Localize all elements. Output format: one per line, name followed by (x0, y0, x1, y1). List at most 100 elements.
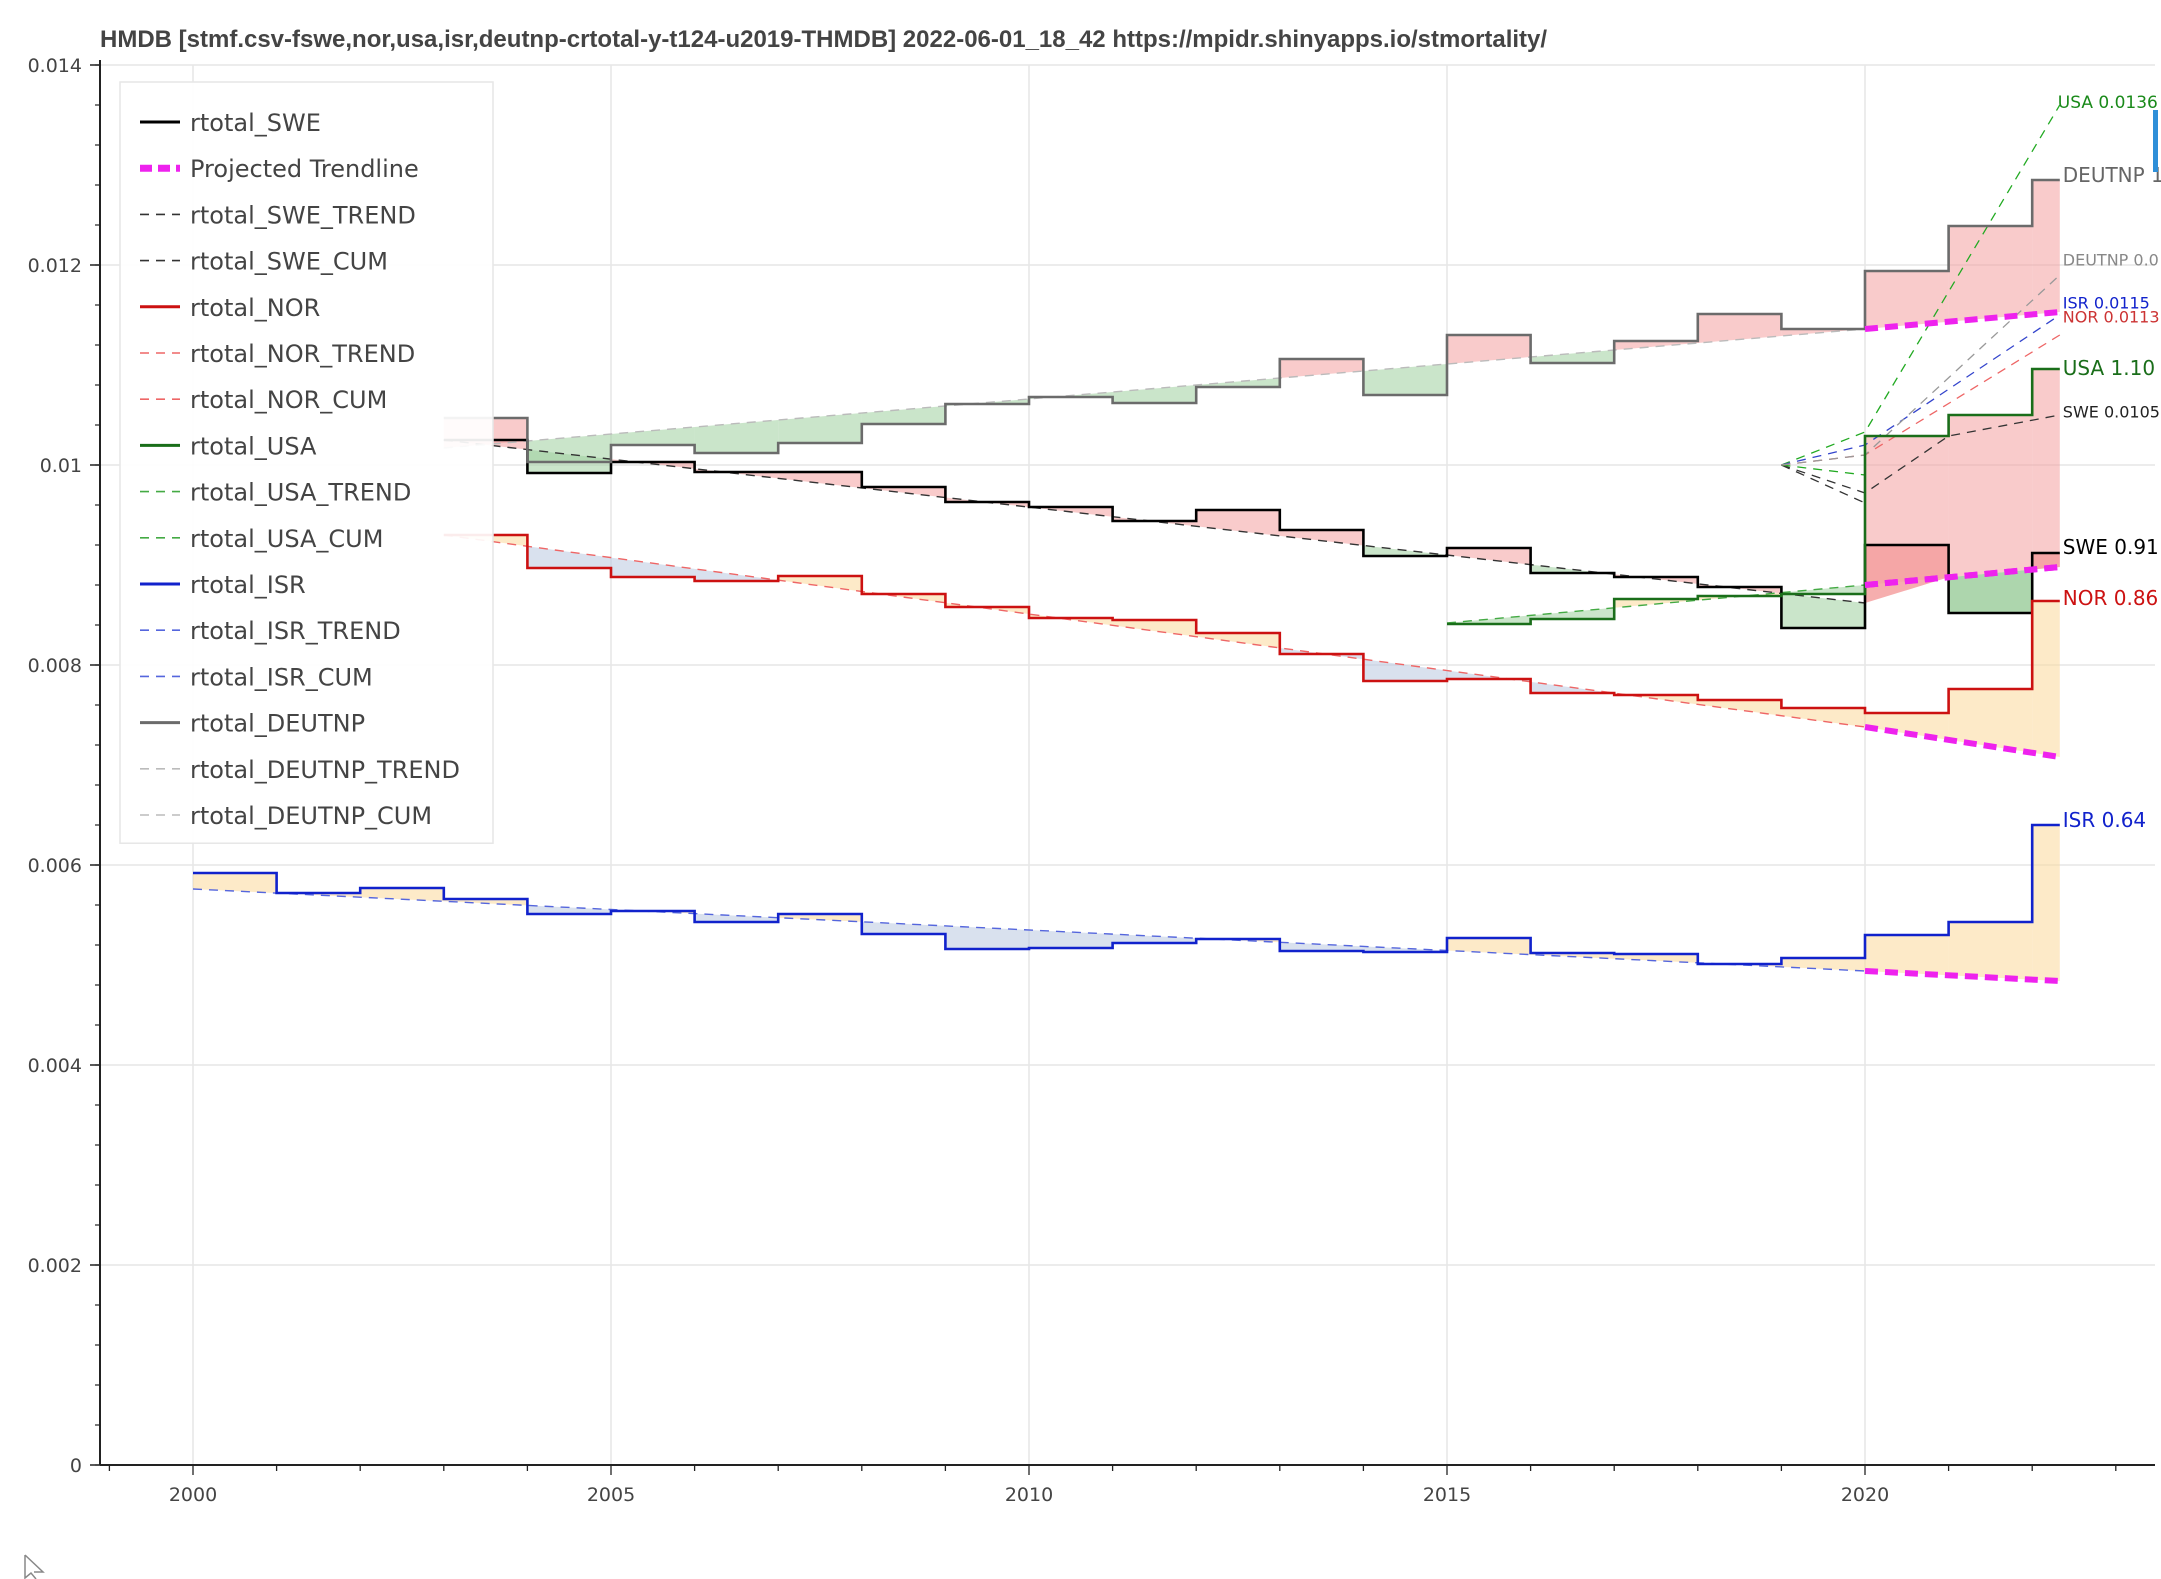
legend-item: rtotal_NOR (190, 294, 320, 322)
legend-item: rtotal_ISR (190, 571, 306, 599)
projected-trendline-DEUTNP (1864, 309, 2061, 332)
fill-ISR (1530, 953, 1615, 959)
annotation-label: ISR 0.0115 (2063, 294, 2150, 313)
fill-NOR (2032, 601, 2060, 757)
projected-trendline-NOR (1864, 724, 2061, 760)
x-tick-label: 2000 (169, 1484, 217, 1506)
fill-DEUTNP (1697, 314, 1782, 343)
fill-DEUTNP (861, 406, 946, 424)
series-line-DEUTNP (443, 178, 2060, 464)
x-tick-label: 2015 (1423, 1484, 1471, 1506)
fill-SWE (1447, 548, 1531, 565)
fill-USA (1948, 415, 2033, 578)
legend-item: rtotal_SWE_CUM (190, 248, 388, 276)
projected-trendline-ISR (1864, 968, 2060, 984)
fill-ISR (945, 925, 1029, 949)
fill-ISR (1781, 958, 1865, 971)
fill-USA (1530, 607, 1615, 619)
annotation-label: NOR 0.0113 (2063, 308, 2160, 327)
annotation-label: ISR 0.64 (2063, 808, 2146, 832)
fill-ISR (527, 905, 611, 914)
y-tick-label: 0.01 (40, 455, 82, 477)
grid (100, 64, 2155, 1466)
legend-item: rtotal_ISR_CUM (190, 663, 373, 691)
legend-item: Projected Trendline (190, 155, 419, 183)
fill-DEUTNP (1865, 271, 1949, 329)
legend-item: rtotal_NOR_TREND (190, 340, 415, 368)
projected-trendline-USA (1864, 564, 2061, 588)
fill-DEUTNP (694, 420, 779, 453)
fill-DEUTNP (527, 434, 611, 462)
annotation-label: DEUTNP 1 (2063, 163, 2161, 187)
fill-ISR (861, 921, 946, 934)
annotation-label: USA 1.10 (2063, 356, 2155, 380)
x-tick-label: 2010 (1005, 1484, 1053, 1506)
annotation-label: NOR 0.86 (2063, 586, 2159, 610)
fill-NOR (1112, 620, 1197, 637)
fill-USA (1447, 615, 1531, 624)
fill-DEUTNP (1279, 359, 1364, 378)
fill-USA (2032, 369, 2060, 570)
fill-ISR (443, 899, 528, 906)
fill-DEUTNP (611, 427, 695, 445)
fill-ISR (694, 913, 779, 922)
axes: 0 0.002 0.004 0.006 0.008 0.01 0.012 0.014 2000 2… (28, 55, 2155, 1506)
fill-NOR (1781, 708, 1865, 727)
cursor-arrow-icon (24, 1554, 45, 1579)
fill-ISR (1948, 922, 2033, 980)
fill-DEUTNP (2032, 180, 2060, 315)
fill-ISR (1279, 942, 1364, 951)
y-tick-label: 0.004 (28, 1055, 82, 1077)
cum-line-USA (1781, 104, 2061, 466)
fill-SWE (1196, 510, 1280, 536)
x-tick-label: 2020 (1841, 1484, 1889, 1506)
toolbar-edge-marker[interactable] (2153, 110, 2158, 172)
series-line-ISR (193, 823, 2060, 966)
cum-line-USA (1781, 464, 1866, 476)
fill-DEUTNP (1447, 335, 1531, 364)
fill-ISR (1029, 930, 1113, 948)
fill-USA (1781, 585, 1865, 594)
y-tick-label: 0.008 (28, 655, 82, 677)
fill-ISR (1865, 935, 1949, 976)
fill-DEUTNP (1948, 226, 2033, 322)
series-line-USA (1447, 367, 2060, 626)
fill-SWE (1948, 569, 2033, 613)
fill-ISR (193, 873, 277, 894)
fill-NOR (527, 546, 611, 568)
legend-item: rtotal_ISR_TREND (190, 617, 401, 645)
series-line-SWE (443, 438, 2060, 630)
x-tick-label: 2005 (587, 1484, 635, 1506)
legend-item: rtotal_USA (190, 432, 317, 460)
fill-NOR (443, 535, 528, 547)
fill-SWE (778, 472, 862, 488)
fill-DEUTNP (778, 413, 862, 443)
trend-line-DEUTNP (443, 328, 1866, 449)
legend-box (119, 81, 494, 844)
fill-NOR (1948, 689, 2033, 753)
trend-line-ISR (192, 888, 1866, 972)
fill-NOR (1363, 659, 1447, 681)
fill-ISR (360, 888, 444, 902)
y-tick-label: 0.014 (28, 55, 82, 77)
annotation-label: SWE 0.91 (2063, 535, 2159, 559)
fill-ISR (2032, 825, 2060, 981)
fill-NOR (1196, 633, 1280, 648)
legend-item: rtotal_SWE_TREND (190, 201, 416, 229)
legend-item: rtotal_USA_TREND (190, 479, 411, 507)
y-tick-label: 0 (70, 1455, 82, 1477)
series-lines (193, 178, 2060, 966)
legend-item: rtotal_DEUTNP_TREND (190, 756, 460, 784)
fill-ISR (778, 914, 862, 922)
chart-title: HMDB [stmf.csv-fswe,nor,usa,isr,deutnp-c… (100, 26, 1547, 53)
fill-NOR (611, 557, 695, 577)
annotation-label: DEUTNP 0.0 (2063, 251, 2159, 270)
legend-item: rtotal_DEUTNP_CUM (190, 802, 432, 830)
y-tick-label: 0.002 (28, 1255, 82, 1277)
legend-item: rtotal_NOR_CUM (190, 386, 387, 414)
annotation-label: SWE 0.0105 (2063, 403, 2160, 422)
fill-ISR (1447, 938, 1531, 955)
fill-SWE (1279, 530, 1364, 546)
series-line-NOR (443, 533, 2060, 715)
